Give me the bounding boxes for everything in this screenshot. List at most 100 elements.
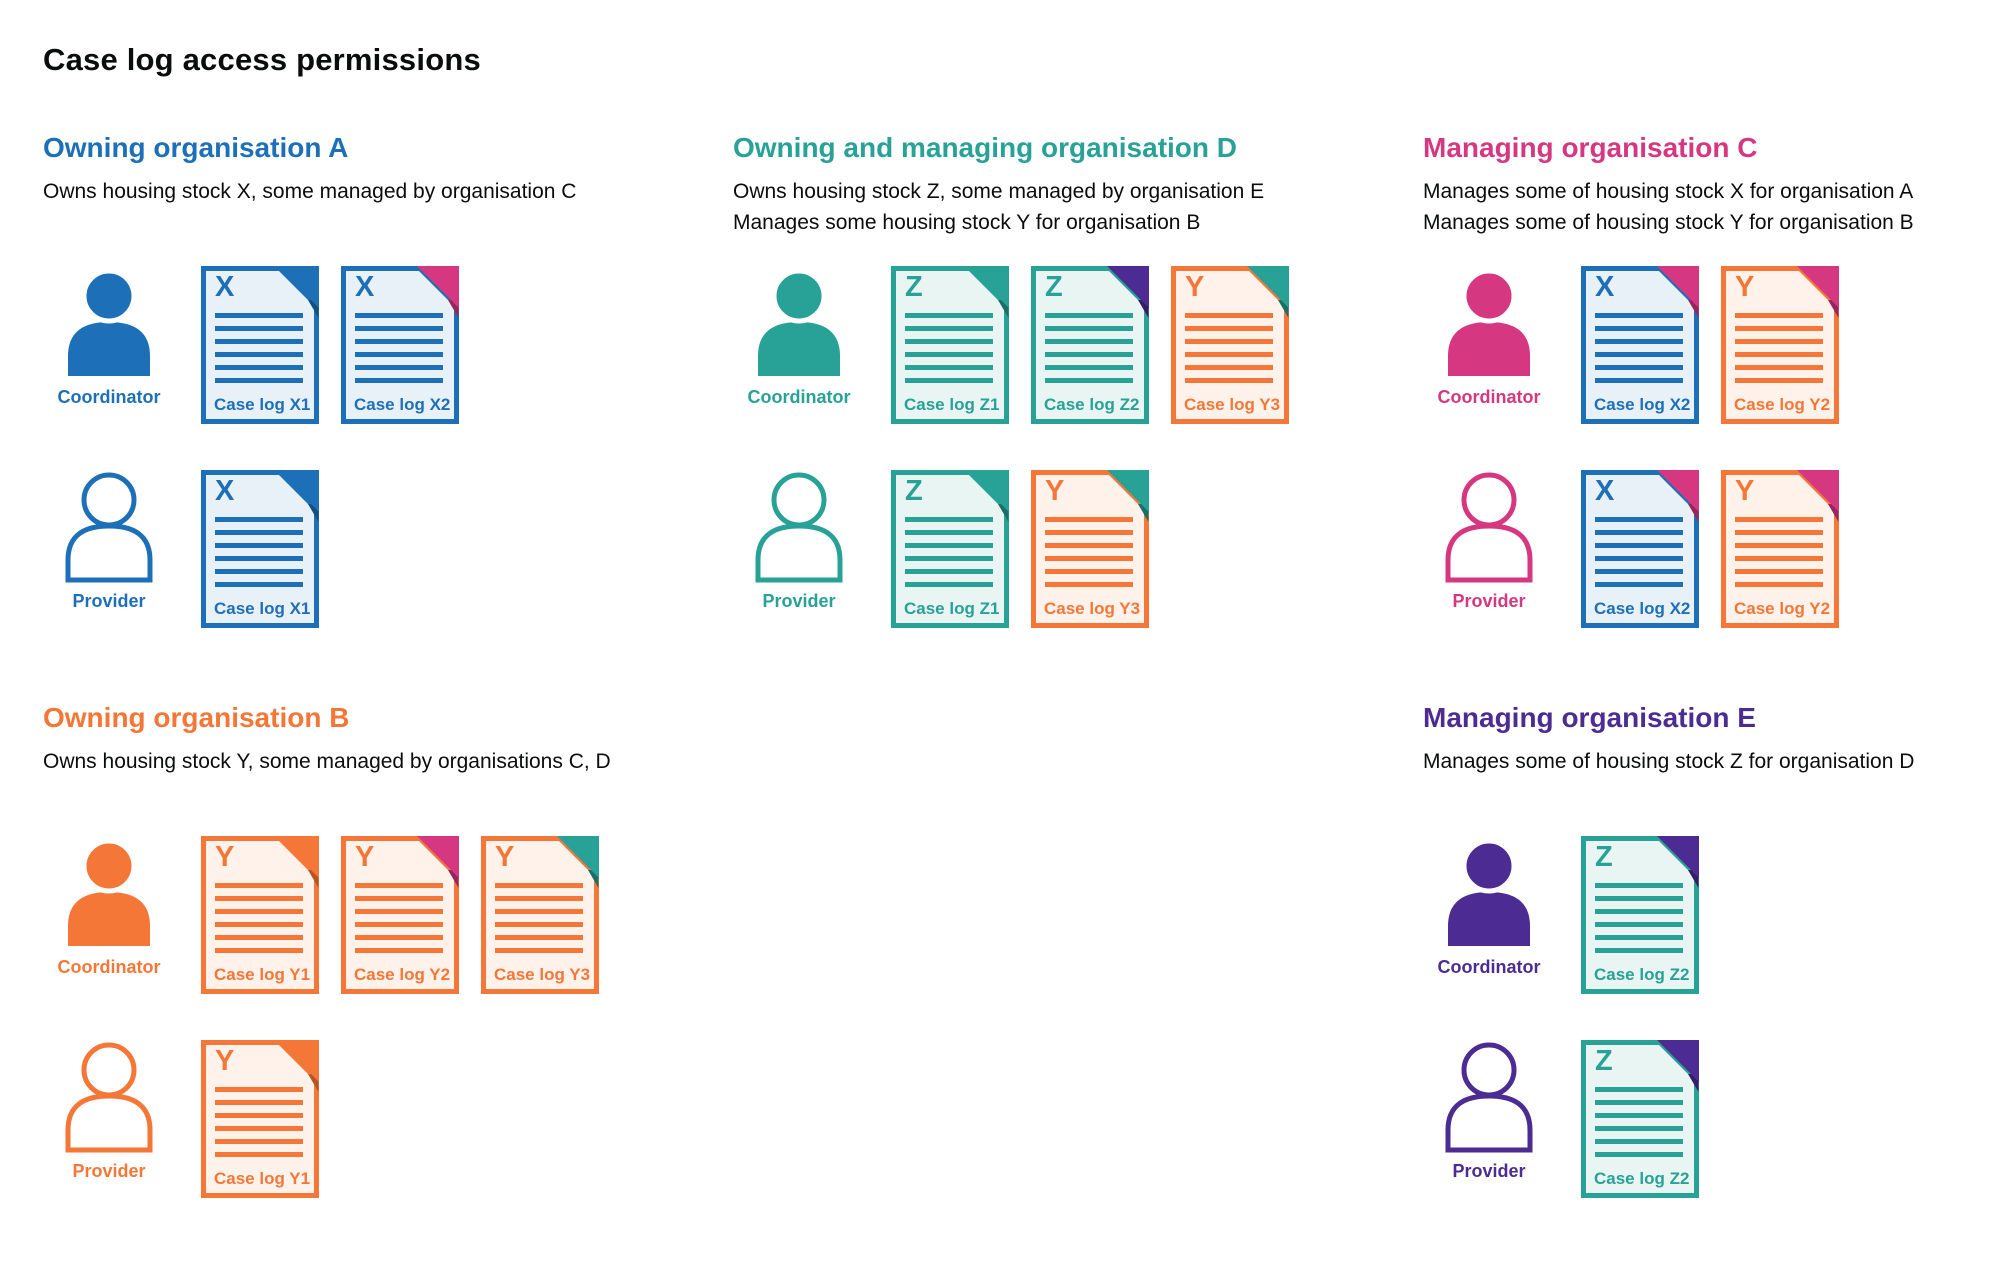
case-log-y3: Y Case log Y3 (481, 836, 599, 994)
case-log-label: Case log Z1 (904, 395, 1000, 414)
coordinator-row: Coordinator Y Case log Y1 Y Case log Y2 (43, 836, 733, 994)
case-log-y1: Y Case log Y1 (201, 1040, 319, 1198)
stock-letter: Y (495, 841, 515, 873)
document-icon (1581, 266, 1699, 424)
org-name: Owning and managing organisation D (733, 132, 1238, 163)
document-text-lines (355, 883, 443, 953)
case-log-x2: X Case log X2 (1581, 266, 1699, 424)
stock-letter: Y (1185, 271, 1205, 303)
stock-letter: Y (355, 841, 375, 873)
case-log-label: Case log Z1 (904, 599, 1000, 618)
stock-letter: X (215, 475, 235, 507)
case-log-label: Case log X1 (214, 599, 311, 618)
org-description: Manages some of housing stock Z for orga… (1423, 746, 1983, 808)
document-text-lines (1185, 313, 1273, 383)
case-log-label: Case log X2 (1594, 599, 1691, 618)
person-icon (68, 838, 150, 946)
person-block: Provider (43, 1040, 175, 1182)
person-icon (1445, 1042, 1533, 1153)
provider-row: Provider Y Case log Y1 (43, 1040, 733, 1198)
person-icon (758, 268, 840, 376)
case-log-label: Case log X1 (214, 395, 311, 414)
org-rows: Coordinator X Case log X2 Y Case log Y2 (1423, 266, 1983, 628)
stock-letter: Y (215, 841, 235, 873)
folded-corner (1247, 266, 1289, 308)
stock-letter: Y (1735, 271, 1755, 303)
role-label: Coordinator (57, 957, 161, 977)
stock-letter: X (1595, 475, 1615, 507)
stock-letter: Z (1595, 1045, 1613, 1077)
folded-corner (1797, 470, 1839, 512)
role-label: Provider (1452, 591, 1526, 611)
case-log-list: Z Case log Z2 (1581, 1040, 1699, 1198)
case-log-z1: Z Case log Z1 (891, 470, 1009, 628)
document-icon (341, 266, 459, 424)
person-block: Coordinator (43, 266, 175, 408)
org-description-line: Owns housing stock Y, some managed by or… (43, 750, 611, 773)
document-icon (201, 1040, 319, 1198)
document-icon (1031, 266, 1149, 424)
case-log-list: X Case log X1 X Case log X2 (201, 266, 459, 424)
case-log-x2: X Case log X2 (341, 266, 459, 424)
org-name: Managing organisation E (1423, 702, 1756, 733)
case-log-list: Y Case log Y1 (201, 1040, 319, 1198)
document-text-lines (495, 883, 583, 953)
org-name: Managing organisation C (1423, 132, 1758, 163)
folded-corner (277, 470, 319, 512)
org-section-c: Managing organisation C Manages some of … (1423, 132, 1983, 628)
case-log-label: Case log Y3 (1044, 599, 1141, 618)
document-icon (1031, 470, 1149, 628)
stock-letter: X (215, 271, 235, 303)
folded-corner (277, 266, 319, 308)
folded-corner (1657, 836, 1699, 878)
case-log-label: Case log Y3 (494, 965, 591, 984)
document-text-lines (215, 313, 303, 383)
role-label: Coordinator (1437, 957, 1541, 977)
person-icon (1448, 268, 1530, 376)
person-icon (1448, 838, 1530, 946)
folded-corner (967, 266, 1009, 308)
provider-row: Provider X Case log X2 Y Case log Y2 (1423, 470, 1983, 628)
case-log-x1: X Case log X1 (201, 470, 319, 628)
folded-corner (277, 1040, 319, 1082)
stock-letter: X (1595, 271, 1615, 303)
document-text-lines (1045, 517, 1133, 587)
stock-letter: Y (1045, 475, 1065, 507)
stock-letter: X (355, 271, 375, 303)
org-rows: Coordinator X Case log X1 X Case log X2 (43, 266, 733, 628)
folded-corner (277, 836, 319, 878)
case-log-z2: Z Case log Z2 (1581, 836, 1699, 994)
case-log-list: X Case log X2 Y Case log Y2 (1581, 266, 1839, 424)
document-icon (481, 836, 599, 994)
case-log-label: Case log Z2 (1594, 1169, 1690, 1188)
case-log-label: Case log Y2 (354, 965, 451, 984)
role-label: Provider (72, 591, 146, 611)
document-text-lines (905, 313, 993, 383)
document-icon (891, 266, 1009, 424)
org-description-line: Manages some of housing stock X for orga… (1423, 180, 1914, 203)
folded-corner (1107, 266, 1149, 308)
document-text-lines (1735, 517, 1823, 587)
document-text-lines (1595, 1087, 1683, 1157)
org-description: Manages some of housing stock X for orga… (1423, 176, 1983, 238)
org-description-line: Owns housing stock Z, some managed by or… (733, 180, 1265, 203)
document-text-lines (215, 1087, 303, 1157)
case-log-y2: Y Case log Y2 (1721, 266, 1839, 424)
person-icon (68, 268, 150, 376)
case-log-label: Case log Z2 (1044, 395, 1140, 414)
case-log-x1: X Case log X1 (201, 266, 319, 424)
org-name: Owning organisation A (43, 132, 349, 163)
role-label: Provider (1452, 1161, 1526, 1181)
document-icon (1721, 266, 1839, 424)
org-rows: Coordinator Z Case log Z1 Z Case log Z2 (733, 266, 1423, 628)
person-block: Provider (733, 470, 865, 612)
case-log-label: Case log Y1 (214, 965, 311, 984)
document-icon (201, 266, 319, 424)
document-icon (1581, 836, 1699, 994)
org-rows: Coordinator Y Case log Y1 Y Case log Y2 (43, 836, 733, 1198)
person-block: Coordinator (733, 266, 865, 408)
org-description-line: Manages some of housing stock Z for orga… (1423, 750, 1915, 773)
case-log-label: Case log X2 (354, 395, 451, 414)
organisations-grid: Owning organisation A Owns housing stock… (43, 132, 2000, 1198)
coordinator-row: Coordinator X Case log X1 X Case log X2 (43, 266, 733, 424)
